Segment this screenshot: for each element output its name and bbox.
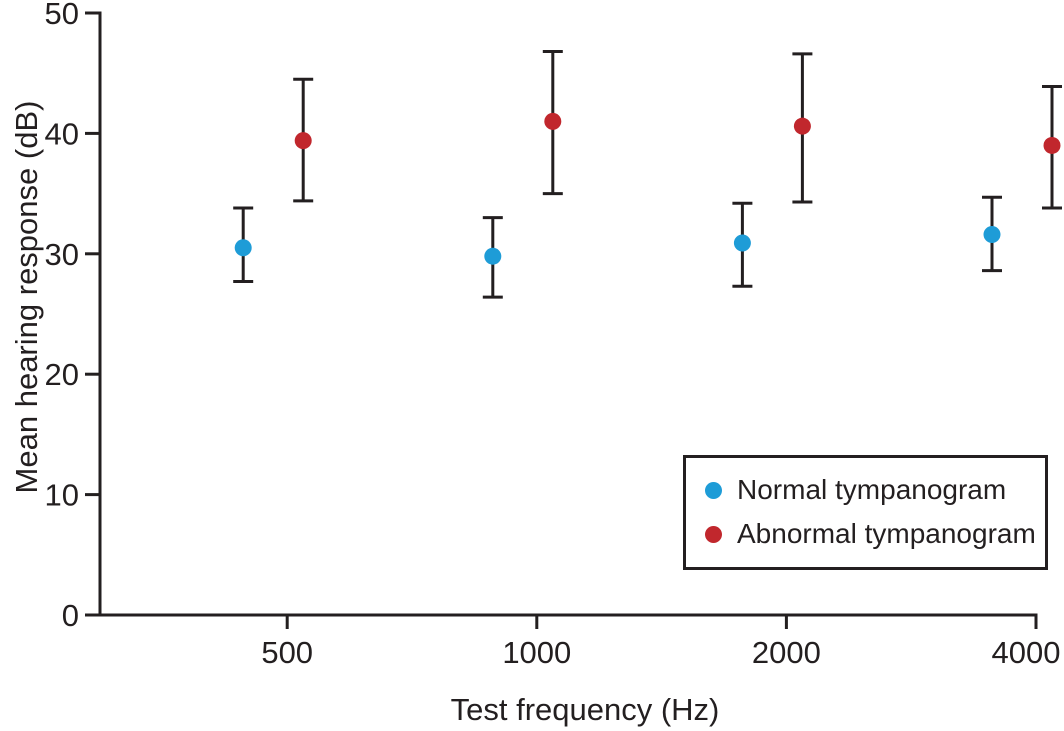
data-point-abnormal-500 xyxy=(294,132,312,150)
abnormal-series-marker-icon xyxy=(705,525,722,543)
y-axis-title: Mean hearing response (dB) xyxy=(9,100,44,494)
legend-item-normal: Normal tympanogram xyxy=(705,474,1045,506)
legend-label-abnormal: Abnormal tympanogram xyxy=(737,518,1036,549)
legend-box: Normal tympanogram Abnormal tympanogram xyxy=(683,455,1048,570)
y-tick-label-30: 30 xyxy=(45,237,79,272)
data-point-normal-1000 xyxy=(484,247,502,265)
data-point-abnormal-2000 xyxy=(793,117,811,135)
x-tick-label-4000: 4000 xyxy=(992,635,1061,670)
data-point-normal-500 xyxy=(234,239,252,257)
legend-item-abnormal: Abnormal tympanogram xyxy=(705,518,1045,550)
data-point-abnormal-1000 xyxy=(544,112,562,130)
data-point-normal-2000 xyxy=(733,234,751,252)
y-tick-label-10: 10 xyxy=(45,478,79,513)
normal-series-marker-icon xyxy=(705,482,722,500)
x-tick-label-2000: 2000 xyxy=(752,635,821,670)
y-tick-label-0: 0 xyxy=(62,598,79,633)
y-tick-label-20: 20 xyxy=(45,357,79,392)
x-tick-label-1000: 1000 xyxy=(502,635,571,670)
x-axis-title: Test frequency (Hz) xyxy=(450,692,720,727)
data-point-normal-4000 xyxy=(983,226,1001,244)
data-point-abnormal-4000 xyxy=(1043,136,1061,154)
y-tick-label-50: 50 xyxy=(45,0,79,31)
x-tick-label-500: 500 xyxy=(261,635,313,670)
y-tick-label-40: 40 xyxy=(45,116,79,151)
legend-label-normal: Normal tympanogram xyxy=(737,474,1007,506)
